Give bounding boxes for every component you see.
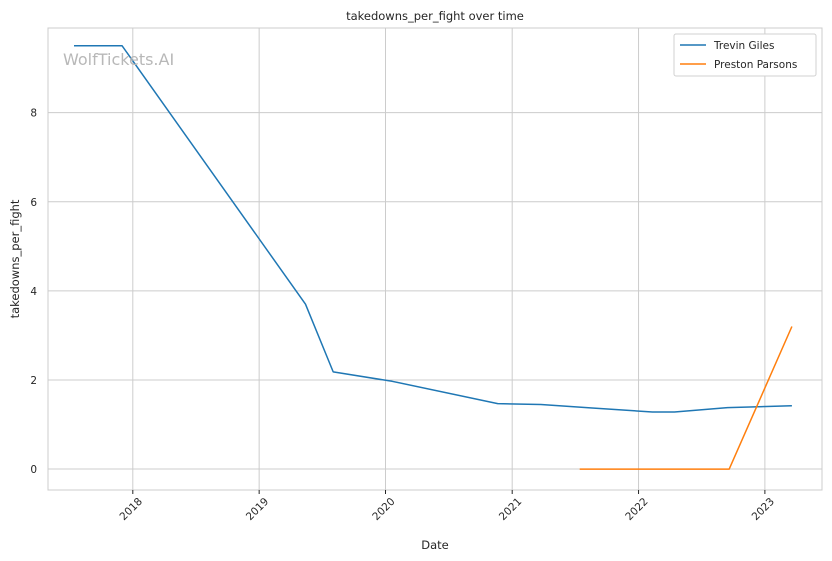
watermark: WolfTickets.AI	[63, 50, 174, 69]
legend: Trevin Giles Preston Parsons	[673, 33, 817, 77]
y-tick-label: 8	[30, 108, 37, 120]
series-line-trevin-giles	[74, 45, 792, 413]
y-tick-label: 6	[30, 197, 37, 209]
legend-items: Trevin Giles Preston Parsons	[680, 40, 797, 71]
x-axis-label: Date	[421, 538, 449, 552]
plot-frame	[47, 27, 823, 491]
legend-label-trevin-giles: Trevin Giles	[713, 40, 774, 52]
x-tick-label: 2022	[623, 496, 650, 523]
x-tick-label: 2019	[244, 496, 271, 523]
tick-layer: 2018 2019 2020 2021 2022 2023 0 2 4 6 8	[30, 108, 777, 523]
y-tick-label: 2	[30, 375, 37, 387]
x-tick-label: 2021	[497, 496, 524, 523]
series-layer	[74, 45, 793, 470]
legend-box	[673, 33, 817, 77]
x-tick-label: 2018	[118, 496, 145, 523]
grid-layer	[48, 28, 822, 490]
x-tick-label: 2020	[370, 496, 397, 523]
chart-title: takedowns_per_fight over time	[346, 9, 524, 23]
y-axis-label: takedowns_per_fight	[8, 199, 22, 318]
series-line-preston-parsons	[579, 326, 793, 470]
y-tick-label: 0	[30, 464, 37, 476]
x-tick-label: 2023	[750, 496, 777, 523]
y-tick-label: 4	[30, 286, 37, 298]
legend-label-preston-parsons: Preston Parsons	[714, 59, 797, 71]
